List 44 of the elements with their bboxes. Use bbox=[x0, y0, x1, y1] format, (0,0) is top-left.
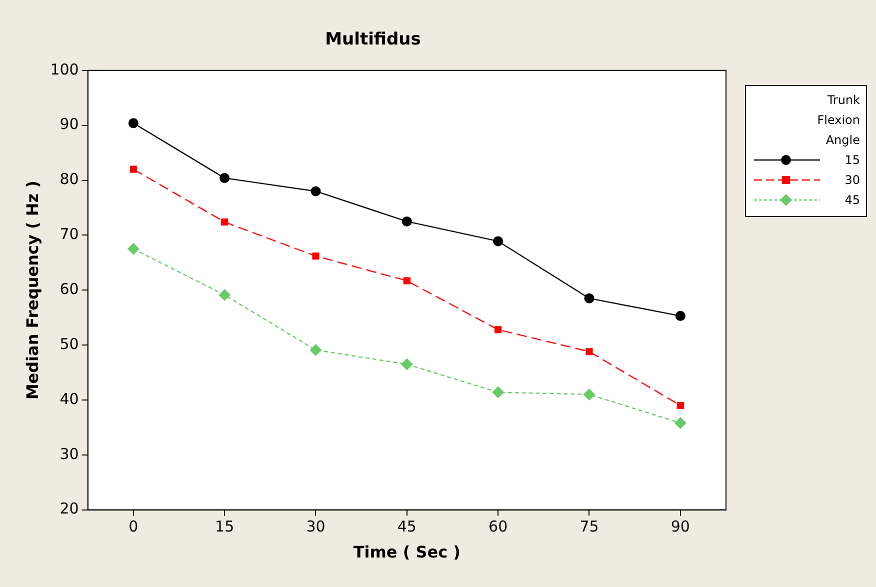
point bbox=[221, 218, 228, 226]
y-tick-label: 30 bbox=[60, 444, 79, 463]
x-axis-title: Time ( Sec ) bbox=[353, 542, 460, 562]
point bbox=[583, 388, 596, 400]
x-tick-label: 30 bbox=[306, 518, 326, 536]
point bbox=[402, 216, 412, 226]
y-tick-label: 70 bbox=[60, 225, 79, 244]
point bbox=[403, 277, 410, 284]
y-axis-title: Median Frequency ( Hz ) bbox=[22, 180, 42, 400]
x-tick-label: 90 bbox=[670, 518, 690, 536]
x-tick-label: 0 bbox=[128, 518, 138, 536]
y-tick-label: 80 bbox=[60, 170, 79, 188]
y-tick-label: 40 bbox=[60, 390, 79, 408]
point bbox=[312, 252, 320, 260]
point bbox=[218, 289, 231, 302]
y-tick-label: 50 bbox=[60, 334, 79, 353]
point bbox=[492, 386, 504, 398]
point bbox=[493, 236, 504, 246]
y-tick-label: 60 bbox=[60, 280, 79, 298]
point bbox=[676, 402, 684, 409]
point bbox=[584, 293, 594, 304]
point bbox=[220, 173, 230, 184]
text: 30 bbox=[844, 173, 860, 187]
chart-title: Multifidus bbox=[325, 30, 421, 50]
y-tick-label: 100 bbox=[50, 60, 79, 78]
x-tick-label: 60 bbox=[488, 518, 508, 536]
x-tick-label: 45 bbox=[397, 518, 416, 536]
point bbox=[130, 166, 137, 173]
x-tick-label: 75 bbox=[580, 518, 599, 536]
point bbox=[494, 326, 502, 334]
y-tick-label: 20 bbox=[60, 500, 79, 518]
x-tick-label: 15 bbox=[215, 518, 234, 536]
point bbox=[128, 118, 138, 128]
y-tick-label: 90 bbox=[60, 115, 79, 134]
legend-title: Trunk Flexion Angle bbox=[816, 92, 860, 149]
point bbox=[586, 348, 593, 356]
text: 45 bbox=[844, 193, 860, 207]
point bbox=[400, 358, 413, 370]
point bbox=[310, 344, 322, 356]
point bbox=[674, 417, 686, 430]
point bbox=[675, 310, 686, 321]
text: 15 bbox=[844, 153, 860, 167]
point bbox=[127, 242, 140, 255]
point bbox=[310, 186, 321, 196]
